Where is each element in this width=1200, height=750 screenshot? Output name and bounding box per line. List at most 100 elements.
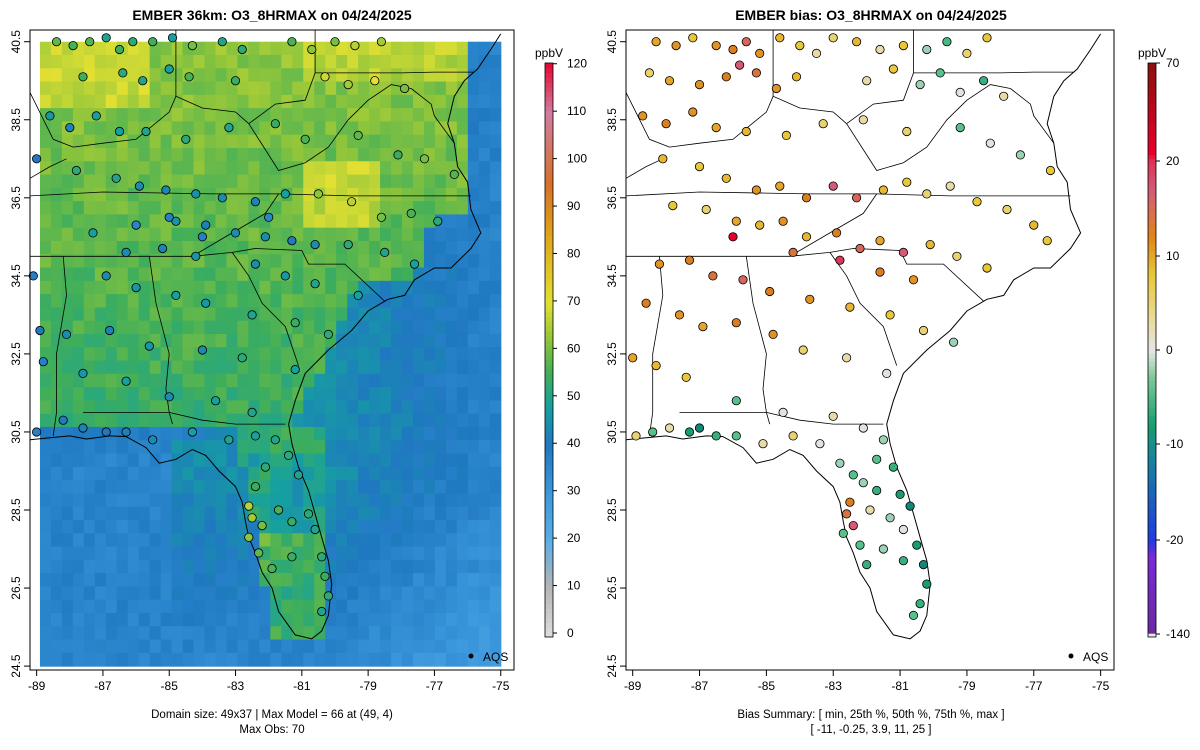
observation-site-marker — [260, 232, 270, 242]
grid-cell — [270, 599, 282, 614]
colorbar-segment — [545, 230, 553, 236]
grid-cell — [445, 121, 458, 136]
grid-cell — [50, 108, 63, 123]
grid-cell — [72, 626, 85, 641]
grid-cell — [325, 280, 337, 295]
grid-cell — [314, 652, 326, 667]
bias-site-marker — [955, 123, 965, 133]
grid-cell — [391, 387, 403, 401]
observation-site-marker — [247, 513, 257, 523]
colorbar-segment — [545, 426, 553, 432]
grid-cell — [423, 373, 436, 388]
grid-cell — [160, 41, 173, 56]
grid-cell — [303, 586, 315, 601]
grid-cell — [138, 174, 151, 189]
grid-cell — [314, 360, 326, 375]
grid-cell — [314, 639, 326, 654]
grid-cell — [391, 174, 403, 189]
grid-cell — [61, 373, 74, 388]
grid-cell — [423, 413, 436, 428]
grid-cell — [270, 174, 282, 189]
grid-cell — [105, 519, 118, 534]
grid-cell — [391, 626, 403, 641]
grid-cell — [193, 280, 206, 295]
grid-cell — [336, 280, 348, 295]
grid-cell — [281, 214, 293, 229]
grid-cell — [456, 626, 469, 641]
grid-cell — [105, 559, 118, 574]
grid-cell — [149, 94, 162, 109]
grid-cell — [61, 54, 74, 69]
grid-cell — [325, 201, 337, 216]
grid-cell — [314, 506, 326, 521]
grid-cell — [160, 121, 173, 136]
grid-cell — [160, 360, 173, 375]
colorbar-segment — [1148, 128, 1156, 133]
grid-cell — [412, 413, 425, 428]
grid-cell — [127, 81, 140, 96]
colorbar-segment — [1148, 269, 1156, 274]
grid-cell — [423, 493, 436, 508]
grid-cell — [423, 227, 436, 242]
grid-cell — [325, 147, 337, 162]
colorbar-segment — [1148, 97, 1156, 102]
grid-cell — [478, 174, 491, 189]
grid-cell — [347, 307, 359, 322]
colorbar-segment — [1148, 346, 1156, 351]
grid-cell — [292, 493, 304, 508]
grid-cell — [412, 320, 425, 335]
colorbar-segment — [1148, 281, 1156, 286]
grid-cell — [380, 121, 392, 136]
grid-cell — [434, 240, 447, 255]
grid-cell — [259, 387, 271, 401]
grid-cell — [105, 599, 118, 614]
grid-cell — [412, 333, 425, 348]
grid-cell — [325, 320, 337, 335]
grid-cell — [489, 333, 502, 348]
grid-cell — [182, 54, 195, 69]
grid-cell — [72, 480, 85, 494]
grid-cell — [193, 546, 206, 561]
grid-cell — [336, 320, 348, 335]
grid-cell — [325, 41, 337, 56]
grid-cell — [215, 400, 228, 415]
left-state-border — [148, 256, 173, 425]
colorbar-segment — [545, 416, 553, 423]
grid-cell — [138, 612, 151, 627]
grid-cell — [259, 81, 271, 96]
colorbar-segment — [1148, 587, 1156, 592]
left-y-tick-label: 34.5 — [9, 264, 23, 288]
grid-cell — [138, 493, 151, 508]
grid-cell — [127, 360, 140, 375]
grid-cell — [171, 426, 184, 441]
grid-cell — [489, 652, 502, 667]
grid-cell — [226, 54, 239, 69]
grid-cell — [412, 480, 425, 494]
bias-site-marker — [955, 87, 965, 98]
grid-cell — [94, 214, 107, 229]
colorbar-segment — [1148, 395, 1156, 401]
grid-cell — [204, 333, 217, 348]
observation-site-marker — [201, 220, 211, 230]
observation-site-marker — [247, 310, 257, 320]
grid-cell — [138, 54, 151, 69]
grid-cell — [149, 147, 162, 162]
grid-cell — [467, 639, 480, 654]
colorbar-segment — [1148, 460, 1156, 466]
grid-cell — [226, 294, 239, 308]
grid-cell — [193, 493, 206, 508]
grid-cell — [325, 426, 337, 441]
grid-cell — [489, 387, 502, 401]
grid-cell — [423, 440, 436, 455]
colorbar-segment — [1148, 242, 1156, 248]
grid-cell — [83, 506, 96, 521]
grid-cell — [50, 440, 63, 455]
bias-site-marker — [758, 439, 768, 449]
grid-cell — [248, 294, 260, 308]
grid-cell — [83, 254, 96, 269]
observation-site-marker — [237, 44, 247, 55]
grid-cell — [94, 360, 107, 375]
grid-cell — [39, 626, 52, 641]
grid-cell — [336, 652, 348, 667]
bias-site-marker — [902, 177, 912, 187]
